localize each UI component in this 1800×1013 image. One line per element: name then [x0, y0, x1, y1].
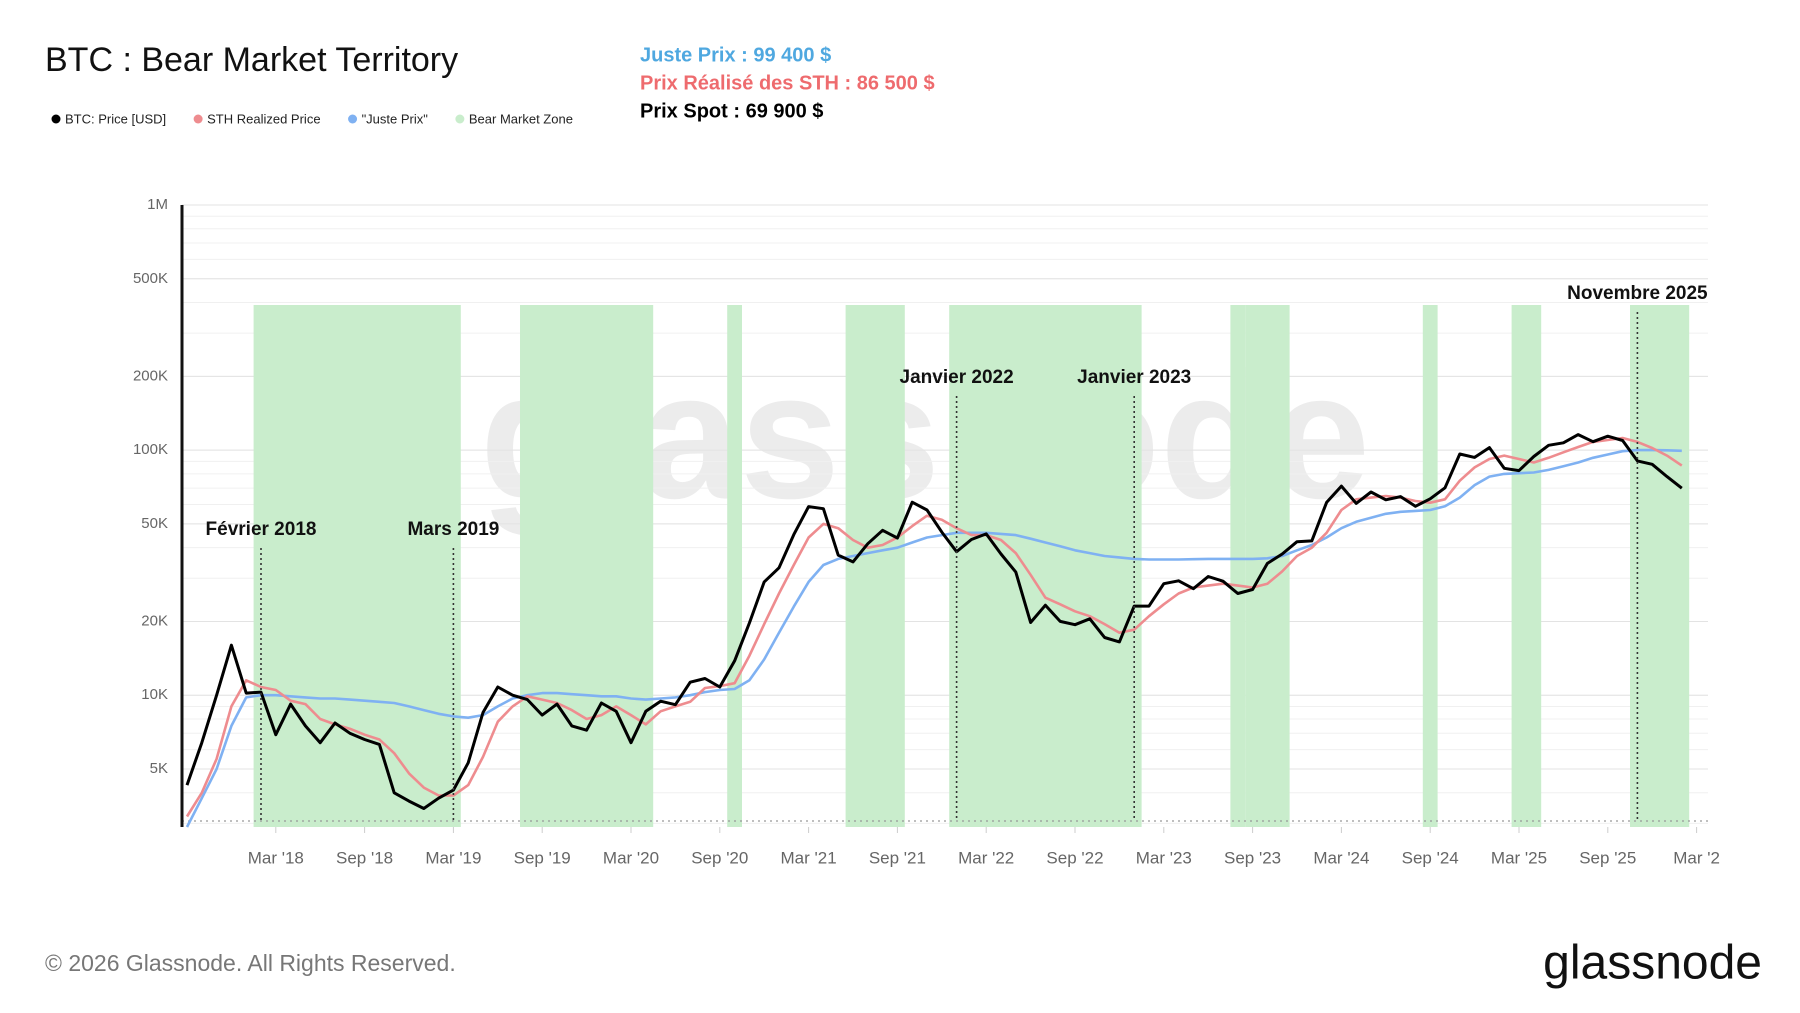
x-tick-label: Mar '18 [248, 848, 304, 867]
stat-line: Prix Réalisé des STH : 86 500 $ [640, 72, 935, 94]
bear-zone [1422, 305, 1438, 827]
legend-label: STH Realized Price [207, 111, 320, 126]
x-tick-label: Sep '25 [1579, 848, 1636, 867]
x-tick-label: Mar '24 [1313, 848, 1369, 867]
stat-line: Prix Spot : 69 900 $ [640, 100, 823, 122]
y-tick-label: 100K [133, 441, 168, 458]
series-line [185, 436, 1683, 818]
x-tick-label: Mar '20 [603, 848, 659, 867]
bear-zone [727, 305, 742, 827]
x-tick-label: Mar '23 [1136, 848, 1192, 867]
legend-marker [348, 114, 358, 124]
y-tick-label: 1M [147, 196, 168, 213]
chart-title: BTC : Bear Market Territory [45, 41, 458, 79]
legend-label: "Juste Prix" [362, 111, 429, 126]
annotation-label: Novembre 2025 [1567, 283, 1708, 304]
y-tick-label: 500K [133, 270, 168, 287]
x-tick-label: Sep '20 [691, 848, 748, 867]
x-tick-label: Mar '2 [1673, 848, 1720, 867]
legend-marker [51, 114, 61, 124]
annotation-label: Février 2018 [206, 519, 317, 540]
x-tick-label: Sep '23 [1224, 848, 1281, 867]
logo: glassnode [1543, 937, 1762, 990]
legend-label: BTC: Price [USD] [65, 111, 166, 126]
x-tick-label: Mar '22 [958, 848, 1014, 867]
x-tick-label: Mar '25 [1491, 848, 1547, 867]
bear-zone [1630, 305, 1690, 827]
series-line [185, 433, 1683, 810]
annotation-label: Janvier 2023 [1077, 367, 1191, 388]
bear-zone [949, 305, 1142, 827]
x-tick-label: Sep '18 [336, 848, 393, 867]
legend-marker [193, 114, 203, 124]
annotation-label: Janvier 2022 [900, 367, 1014, 388]
y-tick-label: 20K [141, 612, 168, 629]
y-tick-label: 200K [133, 367, 168, 384]
y-tick-label: 10K [141, 686, 168, 703]
bear-zone [1230, 305, 1246, 827]
x-tick-label: Mar '19 [425, 848, 481, 867]
footer: © 2026 Glassnode. All Rights Reserved. [45, 950, 456, 976]
x-tick-label: Sep '24 [1402, 848, 1459, 867]
x-tick-label: Sep '22 [1046, 848, 1103, 867]
x-tick-label: Sep '21 [869, 848, 926, 867]
stat-line: Juste Prix : 99 400 $ [640, 44, 831, 66]
x-tick-label: Mar '21 [781, 848, 837, 867]
y-tick-label: 5K [150, 760, 168, 777]
bear-zone [845, 305, 905, 827]
series-line [185, 448, 1682, 828]
legend-marker [455, 114, 465, 124]
bear-zone [520, 305, 654, 827]
x-tick-label: Sep '19 [514, 848, 571, 867]
y-tick-label: 50K [141, 515, 168, 532]
annotation-label: Mars 2019 [407, 519, 499, 540]
legend-label: Bear Market Zone [469, 111, 573, 126]
bear-zone [1511, 305, 1542, 827]
bear-zone [253, 305, 461, 827]
